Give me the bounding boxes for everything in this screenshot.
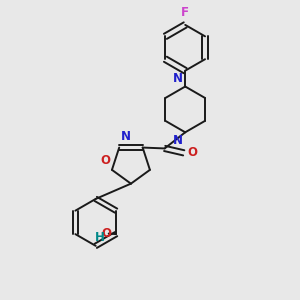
Text: O: O	[102, 227, 112, 240]
Text: O: O	[188, 146, 198, 159]
Text: N: N	[173, 72, 183, 85]
Text: N: N	[173, 134, 183, 147]
Text: F: F	[181, 6, 189, 19]
Text: O: O	[100, 154, 110, 167]
Text: H: H	[95, 231, 105, 244]
Text: N: N	[121, 130, 131, 143]
